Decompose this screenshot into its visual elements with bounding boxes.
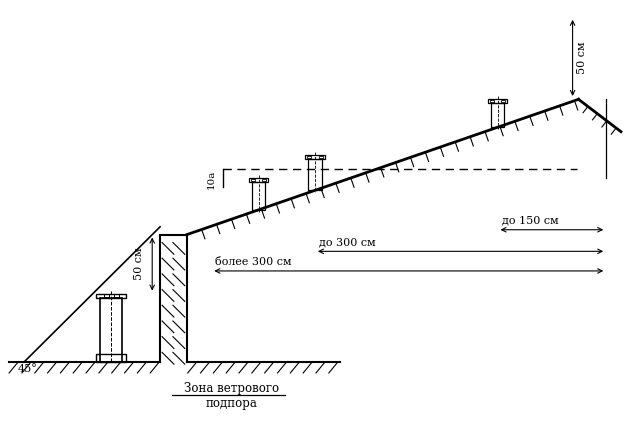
Bar	[249, 178, 268, 182]
Bar	[96, 293, 126, 299]
Bar	[100, 299, 122, 362]
Text: до 150 см: до 150 см	[501, 216, 558, 226]
Bar	[251, 179, 256, 181]
Bar	[104, 295, 109, 297]
Bar	[490, 100, 494, 102]
Text: 45°: 45°	[18, 364, 38, 374]
Bar	[307, 156, 311, 158]
Bar	[308, 159, 322, 191]
Text: более 300 см: более 300 см	[216, 257, 292, 267]
Text: 50 см: 50 см	[576, 42, 586, 74]
Bar	[252, 182, 265, 210]
Text: Зона ветрового
подпора: Зона ветрового подпора	[184, 382, 279, 410]
Bar	[96, 354, 126, 362]
Bar	[488, 99, 507, 103]
Bar	[305, 155, 325, 159]
Text: до 300 см: до 300 см	[319, 237, 375, 247]
Text: 10а: 10а	[206, 170, 216, 189]
Bar	[113, 295, 119, 297]
Text: 50 см: 50 см	[134, 248, 145, 280]
Bar	[491, 103, 504, 127]
Bar	[501, 100, 505, 102]
Bar	[262, 179, 266, 181]
Bar	[319, 156, 323, 158]
